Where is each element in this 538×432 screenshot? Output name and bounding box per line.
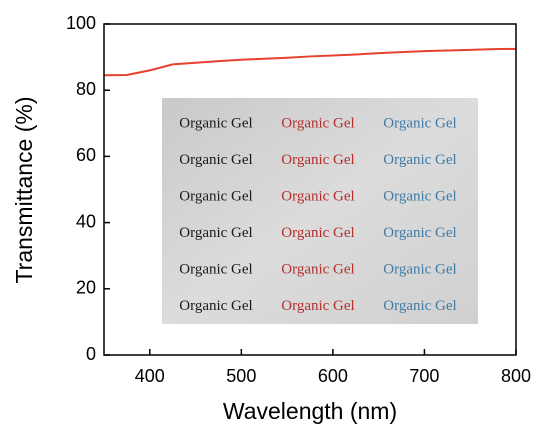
inset-text: Organic Gel <box>179 188 252 204</box>
inset-text: Organic Gel <box>281 261 354 277</box>
inset-text: Organic Gel <box>281 152 354 168</box>
inset-text: Organic Gel <box>281 298 354 314</box>
inset-photo <box>162 98 478 324</box>
inset-text: Organic Gel <box>179 298 252 314</box>
x-tick-label: 700 <box>409 366 439 386</box>
inset-text: Organic Gel <box>281 115 354 131</box>
x-tick-label: 400 <box>135 366 165 386</box>
y-tick-label: 80 <box>76 79 96 99</box>
x-tick-label: 800 <box>501 366 531 386</box>
inset-text: Organic Gel <box>383 152 456 168</box>
y-tick-label: 100 <box>66 13 96 33</box>
y-tick-label: 20 <box>76 278 96 298</box>
inset: Organic Gel Organic Gel Organic Gel Organic… <box>179 115 456 314</box>
inset-text: Organic Gel <box>281 225 354 241</box>
inset-text: Organic Gel <box>383 261 456 277</box>
data-line <box>103 47 517 77</box>
x-axis-label: Wavelength (nm) <box>223 398 397 424</box>
inset-text: Organic Gel <box>383 298 456 314</box>
x-tick-label: 600 <box>318 366 348 386</box>
inset-text: Organic Gel <box>383 188 456 204</box>
inset-text: Organic Gel <box>179 225 252 241</box>
y-tick-label: 0 <box>86 344 96 364</box>
y-tick-label: 40 <box>76 211 96 231</box>
plot: 400 500 600 700 800 0 20 40 60 80 100 <box>66 13 531 386</box>
y-axis-label: Transmittance (%) <box>11 96 37 283</box>
inset-text: Organic Gel <box>383 225 456 241</box>
y-tick-label: 60 <box>76 145 96 165</box>
inset-text: Organic Gel <box>179 261 252 277</box>
plot-frame <box>103 23 517 356</box>
x-tick-label: 500 <box>226 366 256 386</box>
inset-text: Organic Gel <box>281 188 354 204</box>
inset-text: Organic Gel <box>179 152 252 168</box>
inset-text: Organic Gel <box>383 115 456 131</box>
inset-text: Organic Gel <box>179 115 252 131</box>
